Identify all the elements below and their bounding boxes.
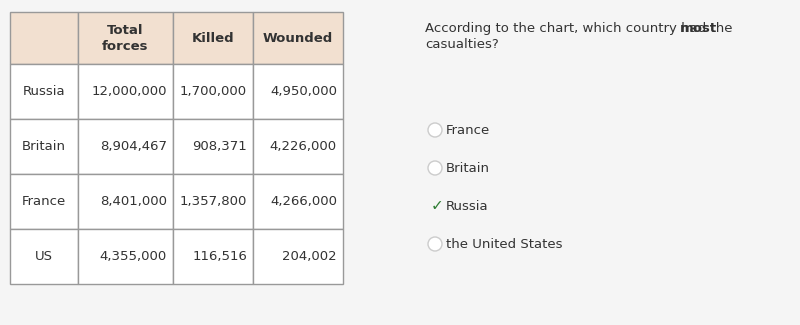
Bar xyxy=(10,229,78,284)
Text: Killed: Killed xyxy=(192,32,234,45)
Text: Russia: Russia xyxy=(22,85,66,98)
Bar xyxy=(173,12,253,64)
Bar xyxy=(78,12,173,64)
Bar xyxy=(253,64,343,119)
Text: most: most xyxy=(680,22,717,35)
Bar xyxy=(78,229,173,284)
Text: 1,357,800: 1,357,800 xyxy=(180,195,247,208)
Text: Britain: Britain xyxy=(22,140,66,153)
Text: 204,002: 204,002 xyxy=(282,250,337,263)
Text: France: France xyxy=(22,195,66,208)
Text: 908,371: 908,371 xyxy=(192,140,247,153)
Bar xyxy=(253,229,343,284)
Bar xyxy=(253,174,343,229)
Text: According to the chart, which country had the: According to the chart, which country ha… xyxy=(425,22,737,35)
Bar xyxy=(173,174,253,229)
Text: ✓: ✓ xyxy=(431,199,444,214)
Circle shape xyxy=(428,237,442,251)
Text: France: France xyxy=(446,124,490,136)
Bar xyxy=(173,64,253,119)
Text: 4,226,000: 4,226,000 xyxy=(270,140,337,153)
Text: 8,401,000: 8,401,000 xyxy=(100,195,167,208)
Text: Wounded: Wounded xyxy=(263,32,333,45)
Text: 116,516: 116,516 xyxy=(192,250,247,263)
Text: the United States: the United States xyxy=(446,238,562,251)
Bar xyxy=(10,119,78,174)
Bar xyxy=(253,119,343,174)
Text: 12,000,000: 12,000,000 xyxy=(91,85,167,98)
Bar xyxy=(78,119,173,174)
Bar xyxy=(10,174,78,229)
Bar xyxy=(173,229,253,284)
Text: Total
forces: Total forces xyxy=(102,23,149,53)
Circle shape xyxy=(428,123,442,137)
Text: 8,904,467: 8,904,467 xyxy=(100,140,167,153)
Text: Britain: Britain xyxy=(446,162,490,175)
Bar xyxy=(10,12,78,64)
Text: 4,950,000: 4,950,000 xyxy=(270,85,337,98)
Text: casualties?: casualties? xyxy=(425,38,498,51)
Bar xyxy=(78,64,173,119)
Bar xyxy=(10,64,78,119)
Text: Russia: Russia xyxy=(446,200,489,213)
Text: 4,266,000: 4,266,000 xyxy=(270,195,337,208)
Text: US: US xyxy=(35,250,53,263)
Bar xyxy=(78,174,173,229)
Text: 1,700,000: 1,700,000 xyxy=(180,85,247,98)
Circle shape xyxy=(428,161,442,175)
Bar xyxy=(173,119,253,174)
Bar xyxy=(253,12,343,64)
Text: 4,355,000: 4,355,000 xyxy=(100,250,167,263)
